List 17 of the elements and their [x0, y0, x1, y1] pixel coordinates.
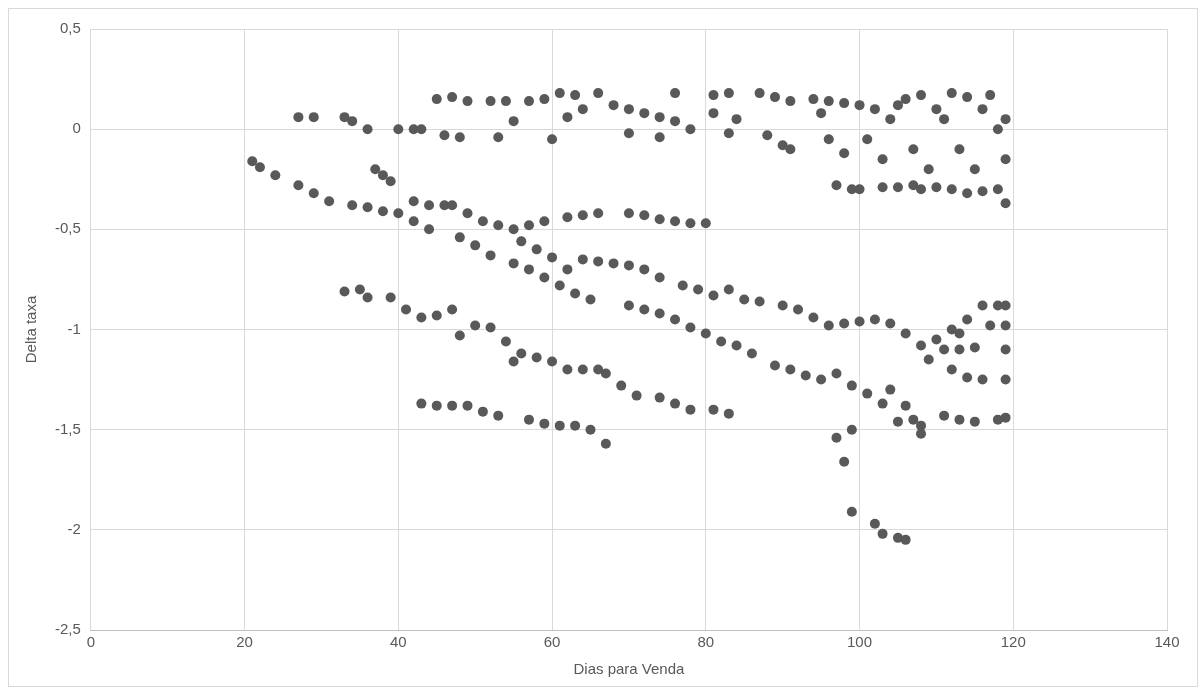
x-axis-title: Dias para Venda	[573, 659, 686, 677]
y-axis-title: Delta taxa	[22, 295, 40, 364]
x-tick-label: 20	[236, 633, 253, 651]
y-tick-label: -2,5	[54, 620, 81, 638]
x-tick-label: 0	[86, 633, 96, 651]
y-tick-label: -1,5	[54, 419, 81, 437]
x-tick-label: 140	[1154, 633, 1180, 651]
x-tick-label: 80	[697, 633, 715, 651]
x-tick-label: 60	[543, 633, 561, 651]
y-tick-label: 0	[72, 119, 81, 137]
y-tick-label: -2	[67, 519, 81, 537]
y-tick-label: 0,5	[59, 19, 81, 37]
y-tick-label: -1	[67, 319, 81, 337]
x-tick-label: 120	[1000, 633, 1026, 651]
x-tick-label: 40	[389, 633, 407, 651]
x-tick-label: 100	[847, 633, 873, 651]
y-tick-label: -0,5	[54, 219, 81, 237]
